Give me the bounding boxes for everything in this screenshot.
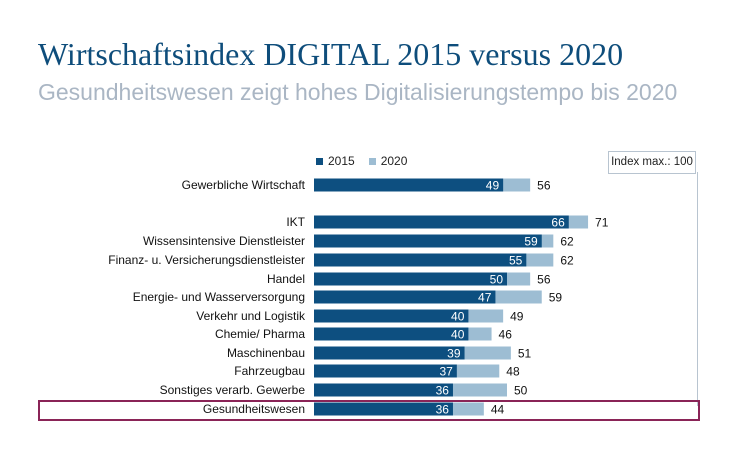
data-label-2015: 47 [478, 291, 492, 305]
chart-title: Wirtschaftsindex DIGITAL 2015 versus 202… [38, 36, 624, 72]
category-label: Gewerbliche Wirtschaft [182, 178, 306, 192]
legend-label-2020: 2020 [380, 154, 408, 168]
data-label-2015: 40 [451, 310, 465, 324]
data-label-2020: 62 [560, 254, 574, 268]
category-label: Wissensintensive Dienstleister [143, 234, 305, 248]
bar-2015 [314, 346, 465, 360]
highlight-box [38, 400, 700, 421]
data-label-2020: 44 [491, 403, 505, 417]
bar-2015 [314, 402, 453, 416]
data-label-2015: 66 [551, 216, 565, 230]
category-label: Finanz- u. Versicherungsdienstleister [108, 253, 305, 267]
category-label: Sonstiges verarb. Gewerbe [160, 383, 306, 397]
data-label-2015: 50 [490, 273, 504, 287]
data-label-2015: 37 [439, 365, 453, 379]
bar-2015 [314, 234, 542, 248]
bar-2015 [314, 215, 569, 229]
data-label-2015: 36 [436, 384, 450, 398]
data-label-2020: 56 [537, 179, 551, 193]
frame-line [697, 172, 698, 406]
data-label-2015: 55 [509, 254, 523, 268]
data-label-2020: 56 [537, 273, 551, 287]
category-label: IKT [286, 215, 305, 229]
bar-2015 [314, 178, 504, 192]
category-label: Gesundheitswesen [203, 402, 305, 416]
data-label-2015: 39 [447, 347, 461, 361]
bar-2015 [314, 309, 469, 323]
chart-subtitle: Gesundheitswesen zeigt hohes Digitalisie… [38, 79, 678, 105]
data-label-2020: 46 [499, 328, 513, 342]
data-label-2015: 36 [436, 403, 450, 417]
legend: 2015 2020 [316, 154, 407, 168]
bar-2015 [314, 327, 469, 341]
data-label-2020: 48 [506, 365, 520, 379]
category-label: Maschinenbau [227, 346, 305, 360]
category-label: Handel [267, 272, 305, 286]
bar-2015 [314, 253, 527, 267]
index-max-note: Index max.: 100 [608, 151, 696, 174]
data-label-2020: 71 [595, 216, 609, 230]
data-label-2020: 62 [560, 235, 574, 249]
data-label-2020: 51 [518, 347, 532, 361]
legend-label-2015: 2015 [328, 154, 355, 168]
category-label: Fahrzeugbau [234, 364, 305, 378]
data-label-2020: 49 [510, 310, 524, 324]
data-label-2020: 59 [549, 291, 563, 305]
bar-2015 [314, 364, 457, 378]
legend-item-2020: 2020 [368, 154, 408, 168]
bar-2015 [314, 272, 507, 286]
bar-2015 [314, 290, 496, 304]
legend-swatch-2015 [316, 157, 323, 165]
data-label-2015: 59 [524, 235, 538, 249]
data-label-2015: 49 [486, 179, 500, 193]
bar-2015 [314, 383, 453, 397]
data-label-2020: 50 [514, 384, 528, 398]
legend-item-2015: 2015 [316, 154, 355, 168]
legend-swatch-2020 [368, 157, 376, 165]
category-label: Energie- und Wasserversorgung [133, 290, 305, 304]
data-label-2015: 40 [451, 328, 465, 342]
category-label: Verkehr und Logistik [196, 309, 306, 323]
category-label: Chemie/ Pharma [215, 327, 305, 341]
